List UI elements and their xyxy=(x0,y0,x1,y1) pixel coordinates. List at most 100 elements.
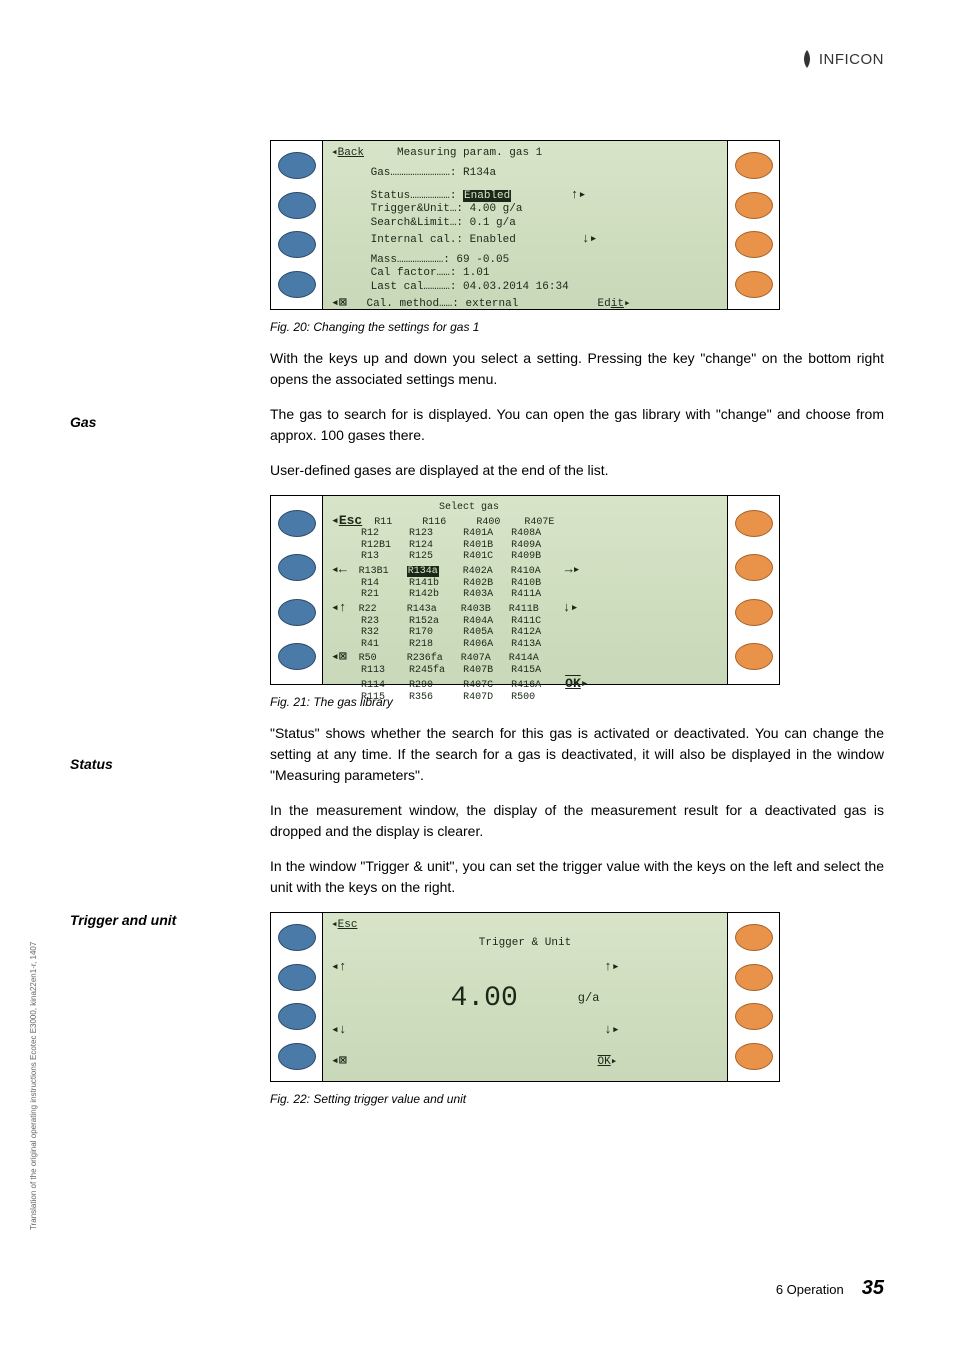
gas-option[interactable]: R124 xyxy=(409,540,457,551)
nav-icon[interactable]: →▸ xyxy=(565,562,581,577)
gas-option[interactable]: R12B1 xyxy=(361,540,403,551)
gas-option[interactable]: R125 xyxy=(409,551,457,562)
gas-option[interactable]: R401C xyxy=(463,551,505,562)
gas-option[interactable]: R407C xyxy=(463,680,505,691)
gas-option[interactable]: R114 xyxy=(361,680,403,691)
gas-option[interactable]: R123 xyxy=(409,528,457,539)
gas-option[interactable]: R32 xyxy=(361,627,403,638)
down-arrow-icon[interactable]: ↓▸ xyxy=(582,231,598,246)
close-icon[interactable]: ◂⊠ xyxy=(331,295,347,310)
gas-option[interactable]: R402B xyxy=(463,578,505,589)
gas-option[interactable]: R416A xyxy=(511,680,553,691)
gas-option[interactable]: R116 xyxy=(422,517,470,528)
device-button[interactable] xyxy=(735,964,773,991)
nav-icon[interactable]: ◂⊠ xyxy=(331,649,347,664)
gas-option[interactable]: R245fa xyxy=(409,665,457,676)
nav-icon[interactable]: ◂← xyxy=(331,562,347,577)
gas-option[interactable]: R500 xyxy=(511,692,553,703)
gas-option[interactable]: R13 xyxy=(361,551,403,562)
gas-option[interactable]: R401A xyxy=(463,528,505,539)
gas-option[interactable]: R152a xyxy=(409,616,457,627)
gas-option[interactable]: R415A xyxy=(511,665,553,676)
device-button[interactable] xyxy=(278,231,316,258)
device-button[interactable] xyxy=(278,271,316,298)
nav-icon[interactable]: ◂↑ xyxy=(331,600,347,615)
device-button[interactable] xyxy=(735,510,773,537)
status-value[interactable]: Enabled xyxy=(463,190,511,202)
gas-option[interactable]: R405A xyxy=(463,627,505,638)
gas-option[interactable]: R409B xyxy=(511,551,553,562)
device-button[interactable] xyxy=(278,192,316,219)
gas-option[interactable]: R410A xyxy=(511,566,553,577)
nav-icon[interactable]: ◂Esc xyxy=(331,513,362,528)
close-icon[interactable]: ◂⊠ xyxy=(331,1053,347,1068)
gas-option[interactable]: R401B xyxy=(463,540,505,551)
gas-option[interactable]: R113 xyxy=(361,665,403,676)
gas-option[interactable]: R11 xyxy=(374,517,416,528)
gas-option[interactable]: R408A xyxy=(511,528,553,539)
gas-option[interactable]: R413A xyxy=(511,639,553,650)
gas-option[interactable]: R414A xyxy=(509,653,551,664)
gas-option[interactable]: R407E xyxy=(524,517,566,528)
nav-icon[interactable]: ↓▸ xyxy=(563,600,579,615)
gas-option-selected[interactable]: R134a xyxy=(407,566,439,577)
device-button[interactable] xyxy=(278,643,316,670)
gas-option[interactable]: R407B xyxy=(463,665,505,676)
gas-option[interactable]: R402A xyxy=(463,566,505,577)
device-button[interactable] xyxy=(735,643,773,670)
device-button[interactable] xyxy=(735,1043,773,1070)
nav-icon[interactable]: OK▸ xyxy=(565,676,588,691)
gas-option[interactable]: R142b xyxy=(409,589,457,600)
device-button[interactable] xyxy=(735,152,773,179)
gas-option[interactable]: R141b xyxy=(409,578,457,589)
gas-option[interactable]: R22 xyxy=(359,604,401,615)
gas-option[interactable]: R23 xyxy=(361,616,403,627)
gas-option[interactable]: R400 xyxy=(476,517,518,528)
esc-label[interactable]: ◂Esc xyxy=(331,919,357,931)
device-button[interactable] xyxy=(735,192,773,219)
gas-option[interactable]: R14 xyxy=(361,578,403,589)
gas-option[interactable]: R411B xyxy=(509,604,551,615)
down-icon[interactable]: ◂↓ xyxy=(331,1022,347,1037)
gas-option[interactable]: R409A xyxy=(511,540,553,551)
device-button[interactable] xyxy=(278,1043,316,1070)
device-button[interactable] xyxy=(735,599,773,626)
gas-option[interactable]: R50 xyxy=(359,653,401,664)
gas-option[interactable]: R403B xyxy=(461,604,503,615)
device-button[interactable] xyxy=(278,964,316,991)
gas-option[interactable]: R404A xyxy=(463,616,505,627)
gas-option[interactable]: R410B xyxy=(511,578,553,589)
device-button[interactable] xyxy=(278,924,316,951)
gas-option[interactable]: R236fa xyxy=(407,653,455,664)
up-arrow-icon[interactable]: ↑▸ xyxy=(604,959,620,974)
gas-option[interactable]: R170 xyxy=(409,627,457,638)
device-button[interactable] xyxy=(735,554,773,581)
gas-option[interactable]: R407A xyxy=(461,653,503,664)
gas-option[interactable]: R41 xyxy=(361,639,403,650)
gas-option[interactable]: R406A xyxy=(463,639,505,650)
gas-option[interactable]: R290 xyxy=(409,680,457,691)
gas-option[interactable]: R411C xyxy=(511,616,553,627)
device-button[interactable] xyxy=(735,924,773,951)
device-button[interactable] xyxy=(278,510,316,537)
gas-option[interactable]: R403A xyxy=(463,589,505,600)
device-button[interactable] xyxy=(278,1003,316,1030)
device-button[interactable] xyxy=(735,271,773,298)
back-label[interactable]: ◂Back xyxy=(331,147,364,159)
device-button[interactable] xyxy=(278,554,316,581)
gas-option[interactable]: R356 xyxy=(409,692,457,703)
gas-option[interactable]: R407D xyxy=(463,692,505,703)
edit-label[interactable]: Edit▸ xyxy=(598,298,631,310)
device-button[interactable] xyxy=(278,152,316,179)
gas-option[interactable]: R143a xyxy=(407,604,455,615)
gas-option[interactable]: R115 xyxy=(361,692,403,703)
gas-option[interactable]: R411A xyxy=(511,589,553,600)
ok-label[interactable]: OK▸ xyxy=(598,1056,618,1068)
up-icon[interactable]: ◂↑ xyxy=(331,959,347,974)
device-button[interactable] xyxy=(735,1003,773,1030)
gas-option[interactable]: R218 xyxy=(409,639,457,650)
gas-option[interactable]: R13B1 xyxy=(359,566,401,577)
device-button[interactable] xyxy=(735,231,773,258)
down-arrow-icon[interactable]: ↓▸ xyxy=(604,1022,620,1037)
up-arrow-icon[interactable]: ↑▸ xyxy=(571,187,587,202)
